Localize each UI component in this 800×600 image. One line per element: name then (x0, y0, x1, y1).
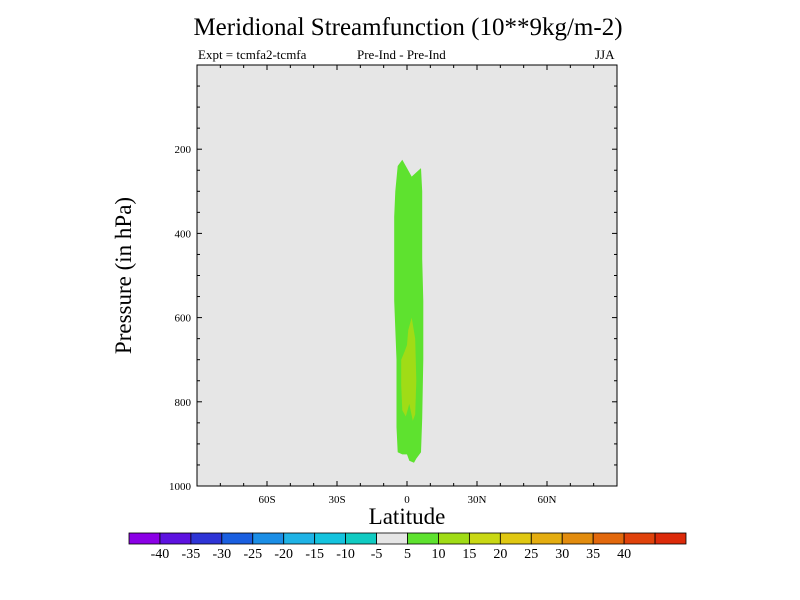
colorbar-label: 25 (524, 547, 538, 562)
chart-title: Meridional Streamfunction (10**9kg/m-2) (193, 14, 623, 41)
colorbar-label: -5 (371, 547, 383, 562)
y-tick-label: 400 (175, 228, 192, 240)
colorbar-box (438, 532, 470, 545)
colorbar-box (283, 532, 316, 545)
x-tick-label: 60N (538, 494, 557, 506)
colorbar-label: 20 (493, 547, 507, 562)
colorbar-box (159, 532, 192, 545)
colorbar-label: 15 (462, 547, 476, 562)
x-tick-label: 30N (468, 494, 487, 506)
left-subtitle: Expt = tcmfa2-tcmfa (198, 47, 307, 62)
y-axis-label: Pressure (in hPa) (111, 197, 136, 354)
colorbar-box (654, 532, 687, 545)
colorbar-box (128, 532, 161, 545)
y-tick-label: 800 (175, 397, 192, 409)
y-tick-label: 600 (175, 313, 192, 325)
colorbar-box (530, 532, 563, 545)
colorbar-label: -30 (212, 547, 231, 562)
colorbar-label: -20 (274, 547, 293, 562)
colorbar-box (623, 532, 656, 545)
colorbar-box (345, 532, 377, 545)
colorbar-label: 40 (617, 547, 631, 562)
colorbar-box (592, 532, 625, 545)
colorbar-label: -10 (336, 547, 355, 562)
colorbar-label: -35 (182, 547, 201, 562)
x-tick-label: 30S (328, 494, 345, 506)
colorbar-label: -25 (243, 547, 262, 562)
colorbar-box (252, 532, 285, 545)
y-tick-label: 200 (175, 144, 192, 156)
colorbar-label: 35 (586, 547, 600, 562)
colorbar-box (468, 532, 501, 545)
colorbar-label: 30 (555, 547, 569, 562)
colorbar-box (314, 532, 347, 545)
colorbar-label: -15 (305, 547, 324, 562)
colorbar-box (499, 532, 532, 545)
x-tick-label: 0 (404, 494, 410, 506)
center-subtitle: Pre-Ind - Pre-Ind (357, 47, 446, 62)
y-tick-label: 1000 (169, 481, 192, 493)
right-subtitle: JJA (595, 47, 615, 62)
colorbar-box (221, 532, 254, 545)
colorbar-label: -40 (151, 547, 170, 562)
colorbar-label: 10 (431, 547, 445, 562)
colorbar-box (561, 532, 594, 545)
colorbar-box (407, 532, 439, 545)
x-axis-label: Latitude (369, 504, 446, 529)
colorbar-box (190, 532, 223, 545)
colorbar-label: 5 (404, 547, 411, 562)
region-10-to-15 (401, 317, 417, 421)
x-tick-label: 60S (258, 494, 275, 506)
region-5-to-10 (394, 159, 424, 463)
colorbar-box (376, 532, 408, 545)
